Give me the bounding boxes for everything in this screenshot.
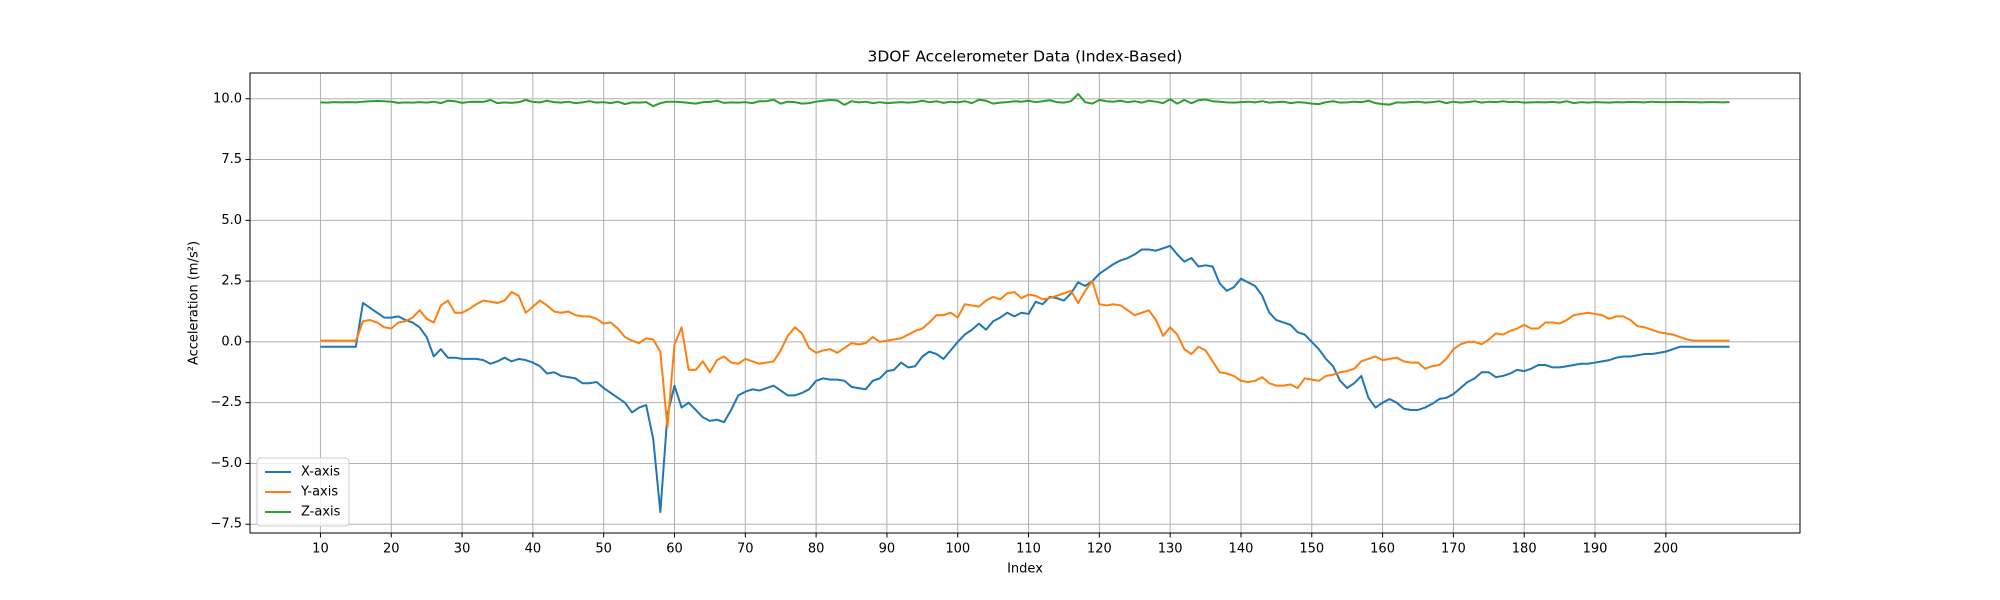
- y-axis-label: Acceleration (m/s²): [187, 241, 202, 365]
- legend-box: [256, 457, 350, 527]
- x-tick-label: 110: [1016, 542, 1041, 557]
- x-tick-label: 50: [595, 542, 612, 557]
- x-tick-label: 180: [1512, 542, 1537, 557]
- x-tick-label: 60: [666, 542, 683, 557]
- legend-label: Y-axis: [300, 485, 338, 500]
- x-tick-label: 40: [525, 542, 542, 557]
- y-tick-label: −7.5: [210, 517, 242, 532]
- x-tick-label: 130: [1158, 542, 1183, 557]
- data-line: [320, 92, 1730, 108]
- x-tick-label: 90: [879, 542, 896, 557]
- legend-label: Z-axis: [301, 505, 341, 520]
- data-line: [320, 280, 1730, 428]
- x-tick-label: 170: [1441, 542, 1466, 557]
- x-tick-label: 160: [1370, 542, 1395, 557]
- x-tick-label: 150: [1299, 542, 1324, 557]
- x-tick-label: 120: [1087, 542, 1112, 557]
- y-tick-label: 2.5: [221, 274, 242, 289]
- y-tick-label: 10.0: [213, 91, 242, 106]
- y-tick-label: −5.0: [210, 456, 242, 471]
- y-tick-label: 7.5: [221, 152, 242, 167]
- y-tick-label: 0.0: [221, 334, 242, 349]
- chart-title: 3DOF Accelerometer Data (Index-Based): [868, 48, 1183, 66]
- x-axis-label: Index: [1007, 562, 1043, 577]
- x-tick-label: 140: [1229, 542, 1254, 557]
- x-tick-label: 190: [1583, 542, 1608, 557]
- legend-label: X-axis: [301, 465, 340, 480]
- x-tick-label: 30: [454, 542, 471, 557]
- y-tick-label: −2.5: [210, 395, 242, 410]
- x-tick-label: 100: [945, 542, 970, 557]
- x-tick-label: 10: [312, 542, 329, 557]
- x-tick-label: 70: [737, 542, 754, 557]
- x-tick-label: 80: [808, 542, 825, 557]
- x-tick-label: 20: [383, 542, 400, 557]
- data-line: [320, 244, 1730, 514]
- x-tick-label: 200: [1653, 542, 1678, 557]
- y-tick-label: 5.0: [221, 213, 242, 228]
- plot-frame: [249, 72, 1801, 534]
